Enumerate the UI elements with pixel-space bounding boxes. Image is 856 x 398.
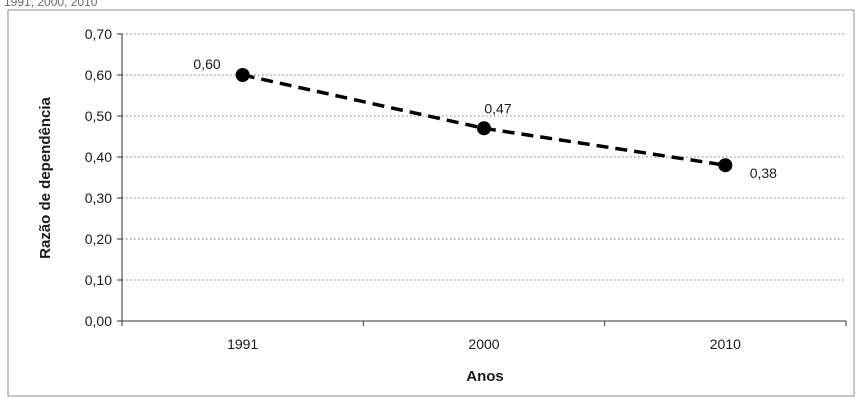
- y-tick-label: 0,30: [85, 190, 112, 206]
- chart-frame: [7, 9, 855, 397]
- top-caption: 1991, 2000, 2010: [4, 0, 98, 9]
- y-tick-label: 0,20: [85, 231, 112, 247]
- y-tick-labels: 0,00 0,10 0,20 0,30 0,40 0,50 0,60 0,70: [85, 26, 112, 329]
- data-label: 0,47: [484, 100, 511, 116]
- y-axis-title: Razão de dependência: [37, 96, 54, 258]
- y-tick-label: 0,40: [85, 149, 112, 165]
- x-tick-labels: 1991 2000 2010: [227, 336, 741, 352]
- y-tick-label: 0,70: [85, 26, 112, 42]
- x-axis-title: Anos: [466, 368, 504, 385]
- axes: [117, 33, 847, 326]
- x-tick-label: 2010: [710, 336, 741, 352]
- y-tick-label: 0,50: [85, 108, 112, 124]
- data-labels: 0,60 0,47 0,38: [193, 56, 777, 181]
- data-label: 0,60: [193, 56, 220, 72]
- x-tick-label: 2000: [468, 336, 499, 352]
- data-point: [235, 68, 250, 82]
- data-point: [477, 121, 491, 136]
- x-tick-label: 1991: [227, 336, 258, 352]
- data-point: [718, 158, 733, 173]
- data-points: [235, 68, 733, 173]
- y-tick-label: 0,10: [85, 272, 112, 288]
- y-tick-label: 0,60: [85, 67, 112, 83]
- y-tick-label: 0,00: [85, 313, 112, 329]
- data-label: 0,38: [750, 165, 777, 181]
